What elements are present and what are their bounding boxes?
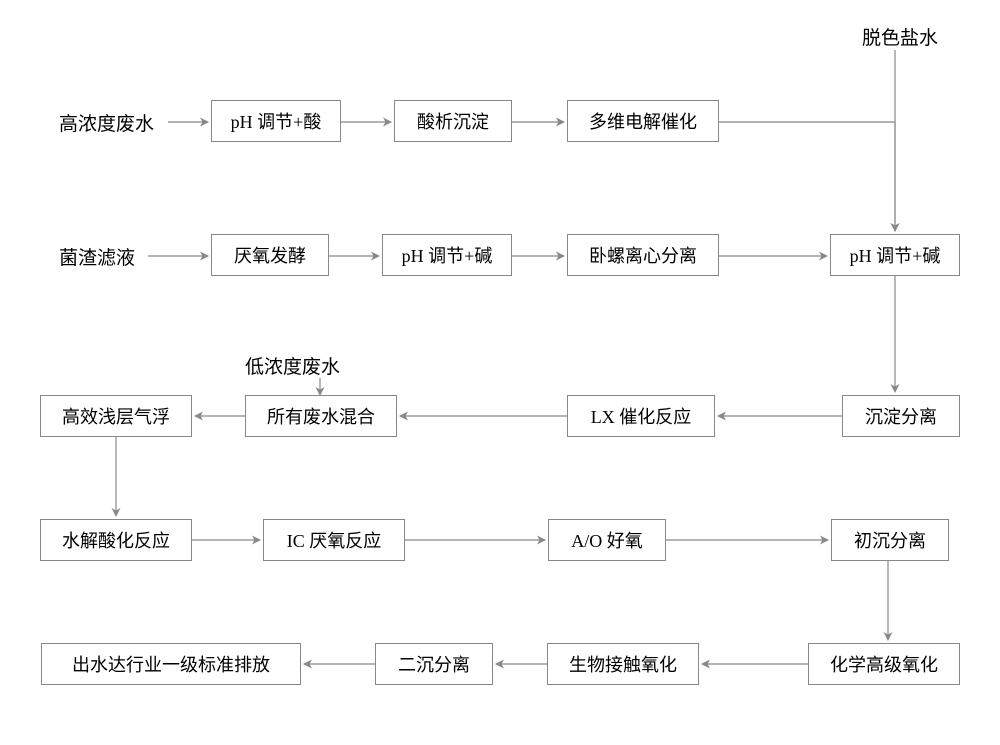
n-sed-sep: 沉淀分离 bbox=[842, 395, 960, 437]
n-multidim: 多维电解催化 bbox=[567, 100, 719, 142]
n-primary: 初沉分离 bbox=[831, 519, 949, 561]
n-ph-alk1: pH 调节+碱 bbox=[382, 234, 512, 276]
n-hydrolysis: 水解酸化反应 bbox=[40, 519, 192, 561]
n-lx: LX 催化反应 bbox=[567, 395, 715, 437]
n-ic: IC 厌氧反应 bbox=[263, 519, 405, 561]
n-discharge: 出水达行业一级标准排放 bbox=[41, 643, 301, 685]
n-airfloat: 高效浅层气浮 bbox=[40, 395, 192, 437]
flowchart-canvas: 脱色盐水高浓度废水菌渣滤液低浓度废水 pH 调节+酸 酸析沉淀 多维电解催化厌氧发酵 p… bbox=[0, 0, 1000, 745]
lab-decolor: 脱色盐水 bbox=[862, 22, 982, 50]
n-ao: A/O 好氧 bbox=[548, 519, 666, 561]
n-ph-acid: pH 调节+酸 bbox=[211, 100, 341, 142]
lab-lowconc: 低浓度废水 bbox=[245, 351, 365, 379]
n-bio-ox: 生物接触氧化 bbox=[547, 643, 699, 685]
n-mix: 所有废水混合 bbox=[245, 395, 397, 437]
n-acid-precip: 酸析沉淀 bbox=[394, 100, 512, 142]
n-centrifuge: 卧螺离心分离 bbox=[567, 234, 719, 276]
n-chem-ox: 化学高级氧化 bbox=[808, 643, 960, 685]
n-anaer-ferm: 厌氧发酵 bbox=[211, 234, 329, 276]
lab-highconc: 高浓度废水 bbox=[59, 108, 179, 136]
n-ph-alk2: pH 调节+碱 bbox=[830, 234, 960, 276]
lab-filtrate: 菌渣滤液 bbox=[59, 242, 159, 270]
n-secondary: 二沉分离 bbox=[375, 643, 493, 685]
